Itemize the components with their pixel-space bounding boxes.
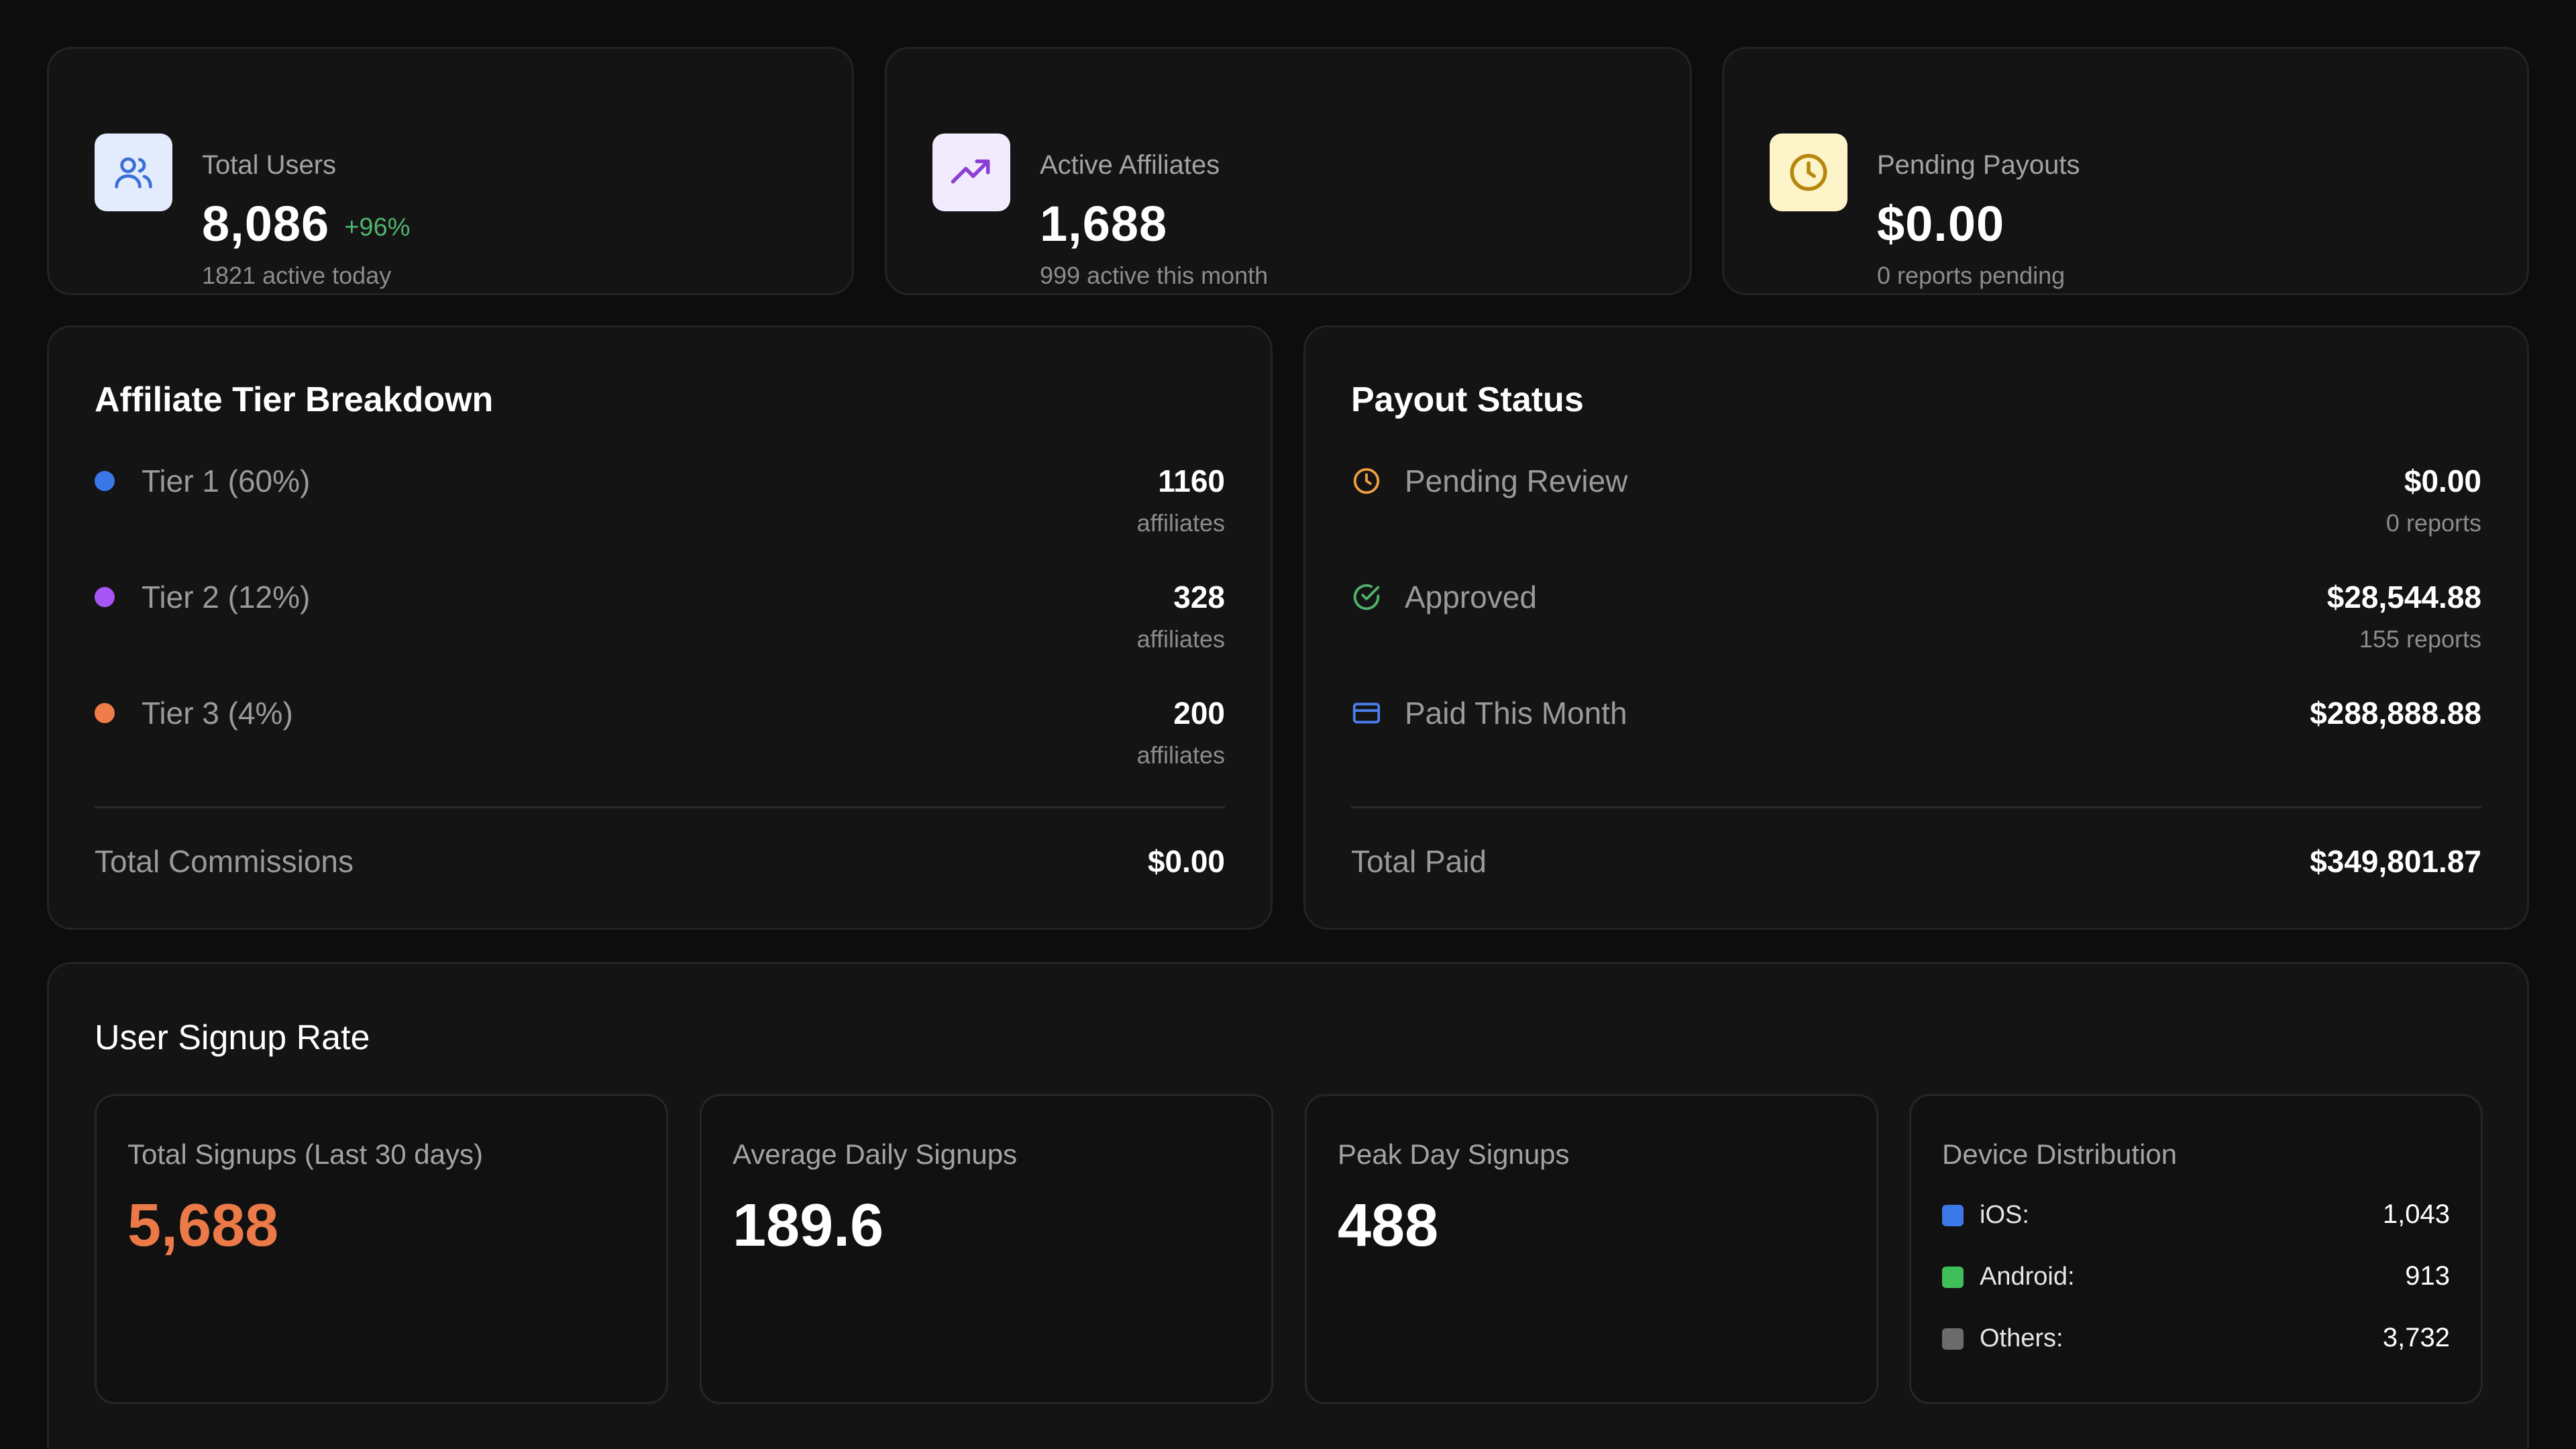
payout-amount: $28,544.88 [2326, 580, 2481, 614]
device-label: iOS: [1980, 1201, 2029, 1229]
metric-value: 189.6 [733, 1192, 884, 1259]
panel-title: Payout Status [1351, 380, 1584, 419]
others-swatch [1942, 1328, 1964, 1350]
tier-row: Tier 1 (60%) 1160 affiliates [95, 466, 1225, 553]
device-row: iOS: 1,043 [1942, 1199, 2450, 1233]
stat-value: 1,688 [1040, 196, 1168, 252]
metric-value: 5,688 [127, 1192, 279, 1259]
payout-label: Pending Review [1351, 466, 1627, 496]
metric-value: 488 [1338, 1192, 1439, 1259]
stat-label: Total Users [202, 150, 337, 180]
metric-label: Device Distribution [1942, 1138, 2178, 1170]
device-label: Android: [1980, 1263, 2075, 1291]
total-label: Total Paid [1351, 844, 1487, 879]
payout-reports: 155 reports [2359, 625, 2481, 653]
tier-unit: affiliates [1136, 741, 1225, 769]
signup-rate-panel: User Signup Rate Total Signups (Last 30 … [47, 962, 2529, 1449]
device-count: 913 [2405, 1261, 2450, 1291]
device-row: Others: 3,732 [1942, 1323, 2450, 1356]
tier-count: 328 [1173, 580, 1225, 614]
total-label: Total Commissions [95, 844, 354, 879]
payout-row: Pending Review $0.00 0 reports [1351, 466, 2481, 553]
stat-label: Active Affiliates [1040, 150, 1220, 180]
payout-row: Paid This Month $288,888.88 [1351, 698, 2481, 785]
payout-name: Pending Review [1405, 464, 1628, 498]
stat-label: Pending Payouts [1877, 150, 2080, 180]
total-value: $0.00 [1147, 844, 1225, 879]
peak-day-signups-card: Peak Day Signups 488 [1305, 1094, 1878, 1404]
tier-count: 1160 [1158, 464, 1225, 498]
users-icon [95, 133, 172, 211]
device-label: Others: [1980, 1324, 2063, 1352]
stat-subtext: 0 reports pending [1877, 262, 2065, 289]
average-daily-signups-card: Average Daily Signups 189.6 [700, 1094, 1273, 1404]
total-value: $349,801.87 [2310, 844, 2481, 879]
payout-reports: 0 reports [2385, 509, 2481, 537]
tier-3-dot [95, 703, 115, 723]
tier-label: Tier 2 (12%) [95, 582, 310, 612]
panel-title: User Signup Rate [95, 1018, 370, 1057]
tier-2-dot [95, 587, 115, 607]
trending-up-icon [932, 133, 1010, 211]
tier-label: Tier 1 (60%) [95, 466, 310, 496]
payout-amount: $288,888.88 [2310, 696, 2481, 731]
stat-card-pending-payouts: Pending Payouts $0.00 0 reports pending [1722, 47, 2529, 295]
stat-card-total-users: Total Users 8,086 +96% 1821 active today [47, 47, 854, 295]
device-distribution-card: Device Distribution iOS: 1,043 Android: … [1909, 1094, 2483, 1404]
payout-name: Paid This Month [1405, 696, 1627, 731]
clock-icon [1351, 466, 1382, 496]
payout-status-panel: Payout Status Pending Review $0.00 0 rep… [1303, 325, 2529, 930]
metric-label: Peak Day Signups [1338, 1138, 1570, 1170]
affiliate-tier-panel: Affiliate Tier Breakdown Tier 1 (60%) 11… [47, 325, 1273, 930]
payout-label: Approved [1351, 582, 1537, 612]
payout-name: Approved [1405, 580, 1537, 614]
clock-icon [1770, 133, 1847, 211]
tier-label: Tier 3 (4%) [95, 698, 293, 729]
stat-subtext: 1821 active today [202, 262, 392, 289]
tier-1-dot [95, 471, 115, 491]
device-row: Android: 913 [1942, 1261, 2450, 1295]
total-signups-card: Total Signups (Last 30 days) 5,688 [95, 1094, 668, 1404]
divider [1351, 806, 2481, 808]
tier-unit: affiliates [1136, 625, 1225, 653]
stat-value: 8,086 +96% [202, 199, 410, 249]
growth-badge: +96% [344, 213, 411, 241]
panel-title: Affiliate Tier Breakdown [95, 380, 494, 419]
tier-row: Tier 3 (4%) 200 affiliates [95, 698, 1225, 785]
stat-subtext: 999 active this month [1040, 262, 1269, 289]
ios-swatch [1942, 1205, 1964, 1226]
tier-unit: affiliates [1136, 509, 1225, 537]
check-circle-icon [1351, 582, 1382, 612]
payout-label: Paid This Month [1351, 698, 1627, 729]
metric-label: Total Signups (Last 30 days) [127, 1138, 483, 1170]
metric-label: Average Daily Signups [733, 1138, 1018, 1170]
stat-number: 8,086 [202, 196, 330, 252]
tier-name: Tier 3 (4%) [142, 696, 293, 731]
tier-name: Tier 1 (60%) [142, 464, 311, 498]
stat-card-active-affiliates: Active Affiliates 1,688 999 active this … [885, 47, 1692, 295]
payout-amount: $0.00 [2404, 464, 2481, 498]
tier-row: Tier 2 (12%) 328 affiliates [95, 582, 1225, 669]
payout-row: Approved $28,544.88 155 reports [1351, 582, 2481, 669]
stat-value: $0.00 [1877, 196, 2005, 252]
device-count: 3,732 [2382, 1323, 2450, 1352]
android-swatch [1942, 1267, 1964, 1288]
tier-name: Tier 2 (12%) [142, 580, 311, 614]
device-count: 1,043 [2382, 1199, 2450, 1229]
tier-count: 200 [1173, 696, 1225, 731]
divider [95, 806, 1225, 808]
credit-card-icon [1351, 698, 1382, 729]
